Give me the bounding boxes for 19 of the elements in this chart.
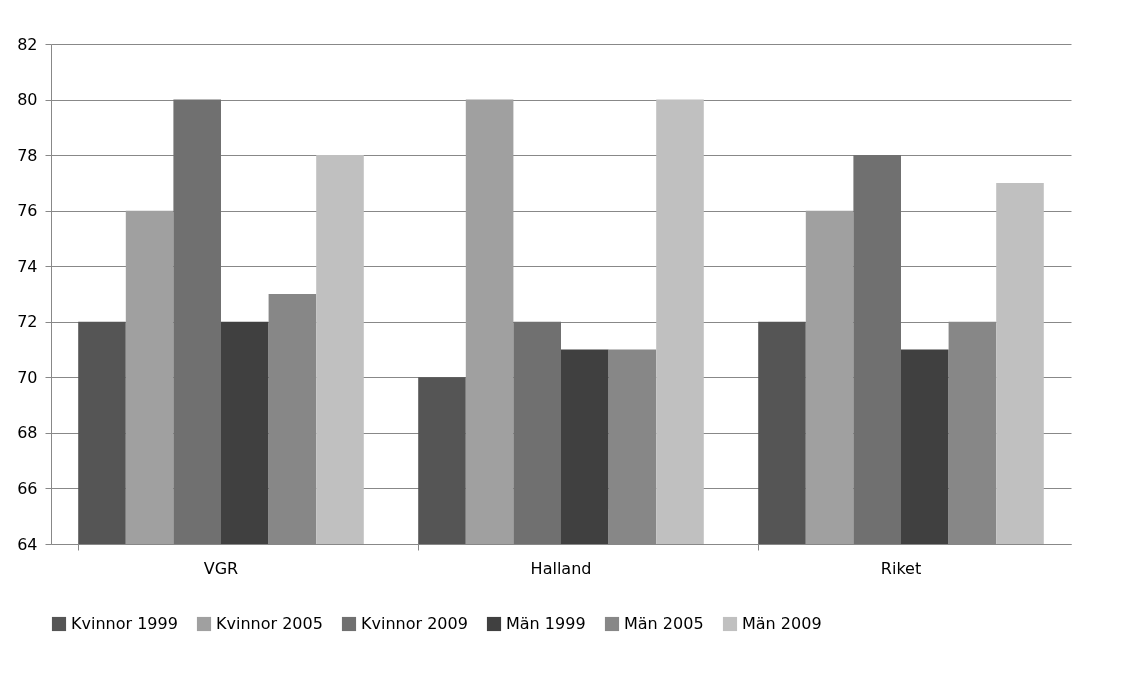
legend-label: Män 2009 (742, 614, 822, 633)
y-tick-label: 72 (17, 312, 38, 332)
y-tick-label: 78 (17, 145, 38, 165)
y-tick-label: 76 (17, 201, 38, 221)
x-tick-label: VGR (203, 558, 239, 578)
legend-label: Män 2005 (624, 614, 704, 633)
x-tick-label: Halland (530, 558, 592, 578)
legend-label: Kvinnor 2009 (361, 614, 468, 633)
legend-label: Kvinnor 1999 (71, 614, 178, 633)
y-tick-label: 80 (17, 90, 38, 110)
y-tick-label: 82 (17, 34, 38, 54)
y-tick-label: 66 (17, 478, 38, 498)
y-tick-label: 74 (17, 256, 38, 276)
y-tick-label: 64 (17, 534, 38, 554)
legend-label: Män 1999 (506, 614, 586, 633)
legend-label: Kvinnor 2005 (216, 614, 323, 633)
y-tick-label: 70 (17, 367, 38, 387)
y-tick-label: 68 (17, 423, 38, 443)
x-tick-label: Riket (880, 558, 922, 578)
